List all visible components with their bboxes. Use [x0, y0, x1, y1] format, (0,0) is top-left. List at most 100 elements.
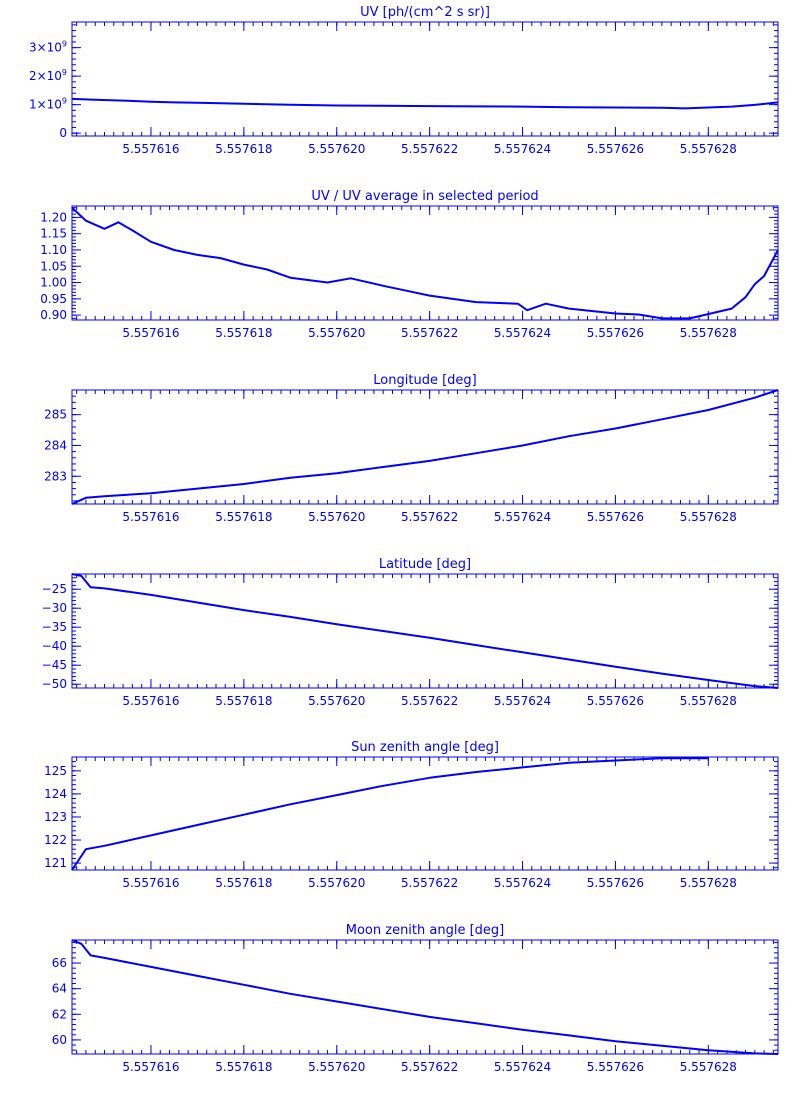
- series-line: [71, 573, 779, 689]
- y-tick-label: 0: [59, 126, 67, 140]
- x-tick-label: 5.557622: [401, 326, 458, 340]
- chart-panel-5: Sun zenith angle [deg] 5.557616 5.557618 5.…: [44, 740, 779, 890]
- x-tick-label: 5.557626: [587, 326, 644, 340]
- x-tick-label: 5.557618: [215, 876, 272, 890]
- y-tick-label: 123: [44, 810, 67, 824]
- y-tick-label: 0.95: [40, 292, 67, 306]
- plot-frame: [71, 205, 779, 321]
- chart-title: UV [ph/(cm^2 s sr)]: [360, 5, 490, 20]
- x-tick-label: 5.557626: [587, 876, 644, 890]
- plot-frame: [71, 389, 779, 505]
- y-tick-label: 283: [44, 469, 67, 483]
- x-tick-label: 5.557622: [401, 876, 458, 890]
- plot-frame: [71, 573, 779, 689]
- series-line: [71, 206, 779, 320]
- y-tick-label: 60: [52, 1033, 67, 1047]
- x-tick-label: 5.557628: [680, 876, 737, 890]
- x-tick-label: 5.557618: [215, 142, 272, 156]
- y-tick-label: 285: [44, 408, 67, 422]
- x-tick-label: 5.557616: [122, 142, 179, 156]
- chart-panel-1: UV [ph/(cm^2 s sr)] 5.557616 5.557618 5.557…: [29, 5, 779, 156]
- x-tick-label: 5.557616: [122, 1060, 179, 1074]
- chart-title: Moon zenith angle [deg]: [346, 923, 504, 938]
- y-tick-label: 2×109: [29, 68, 67, 83]
- x-tick-label: 5.557620: [308, 694, 365, 708]
- chart-panel-2: UV / UV average in selected period 5.5576…: [40, 189, 779, 340]
- y-tick-label: 3×109: [29, 40, 67, 55]
- x-tick-label: 5.557618: [215, 326, 272, 340]
- y-tick-label: −40: [42, 639, 67, 653]
- x-tick-label: 5.557622: [401, 694, 458, 708]
- x-tick-label: 5.557626: [587, 1060, 644, 1074]
- y-tick-label: −50: [42, 677, 67, 691]
- y-tick-label-base: 2×10: [29, 69, 62, 83]
- y-tick-label: −25: [42, 582, 67, 596]
- y-tick-label: −45: [42, 658, 67, 672]
- y-tick-label-exp: 9: [62, 97, 67, 106]
- x-tick-label: 5.557624: [494, 510, 551, 524]
- x-tick-label: 5.557620: [308, 142, 365, 156]
- series-line: [71, 939, 779, 1055]
- y-tick-label-exp: 9: [62, 68, 67, 77]
- y-tick-label: 1×109: [29, 97, 67, 112]
- chart-title: Sun zenith angle [deg]: [351, 740, 499, 755]
- x-tick-label: 5.557620: [308, 876, 365, 890]
- y-tick-label: 1.15: [40, 227, 67, 241]
- x-tick-label: 5.557618: [215, 1060, 272, 1074]
- y-tick-label: 66: [52, 956, 67, 970]
- y-tick-label: 121: [44, 856, 67, 870]
- x-tick-label: 5.557622: [401, 142, 458, 156]
- x-tick-label: 5.557616: [122, 510, 179, 524]
- chart-panel-4: Latitude [deg] 5.557616 5.557618 5.557620 5.…: [42, 557, 779, 708]
- x-tick-label: 5.557622: [401, 510, 458, 524]
- x-tick-label: 5.557624: [494, 142, 551, 156]
- x-tick-label: 5.557624: [494, 694, 551, 708]
- x-tick-label: 5.557624: [494, 1060, 551, 1074]
- series-line: [71, 389, 779, 505]
- plot-frame: [71, 939, 779, 1055]
- x-tick-label: 5.557628: [680, 510, 737, 524]
- series-line: [71, 97, 779, 110]
- x-tick-label: 5.557620: [308, 326, 365, 340]
- y-tick-label: 124: [44, 787, 67, 801]
- y-tick-label-base: 3×10: [29, 41, 62, 55]
- y-tick-label: 122: [44, 833, 67, 847]
- x-tick-label: 5.557628: [680, 326, 737, 340]
- y-tick-label: −30: [42, 601, 67, 615]
- plot-frame: [71, 756, 779, 871]
- y-tick-label: −35: [42, 620, 67, 634]
- x-tick-label: 5.557626: [587, 510, 644, 524]
- y-tick-label: 1.20: [40, 210, 67, 224]
- x-tick-label: 5.557624: [494, 876, 551, 890]
- x-tick-label: 5.557620: [308, 510, 365, 524]
- y-tick-label: 125: [44, 764, 67, 778]
- x-tick-label: 5.557618: [215, 510, 272, 524]
- x-tick-label: 5.557618: [215, 694, 272, 708]
- y-tick-label: 284: [44, 438, 67, 452]
- y-tick-label: 1.00: [40, 276, 67, 290]
- y-tick-label-base: 1×10: [29, 98, 62, 112]
- x-tick-label: 5.557620: [308, 1060, 365, 1074]
- y-tick-label-exp: 9: [62, 40, 67, 49]
- x-tick-label: 5.557628: [680, 694, 737, 708]
- x-tick-label: 5.557628: [680, 1060, 737, 1074]
- x-tick-label: 5.557616: [122, 876, 179, 890]
- y-tick-label: 62: [52, 1007, 67, 1021]
- plot-frame: [71, 21, 779, 137]
- chart-title: Longitude [deg]: [373, 373, 476, 388]
- chart-panel-3: Longitude [deg] 5.557616 5.557618 5.557620 5…: [44, 373, 779, 524]
- x-tick-label: 5.557622: [401, 1060, 458, 1074]
- x-tick-label: 5.557624: [494, 326, 551, 340]
- x-tick-label: 5.557626: [587, 694, 644, 708]
- series-line: [71, 757, 709, 871]
- chart-title: Latitude [deg]: [379, 557, 471, 572]
- y-tick-label: 1.10: [40, 243, 67, 257]
- y-tick-label: 64: [52, 982, 67, 996]
- x-tick-label: 5.557626: [587, 142, 644, 156]
- y-tick-label: 0.90: [40, 308, 67, 322]
- chart-panel-6: Moon zenith angle [deg] 5.557616 5.557618 5…: [52, 923, 779, 1074]
- x-tick-label: 5.557628: [680, 142, 737, 156]
- chart-title: UV / UV average in selected period: [311, 189, 538, 204]
- x-tick-label: 5.557616: [122, 326, 179, 340]
